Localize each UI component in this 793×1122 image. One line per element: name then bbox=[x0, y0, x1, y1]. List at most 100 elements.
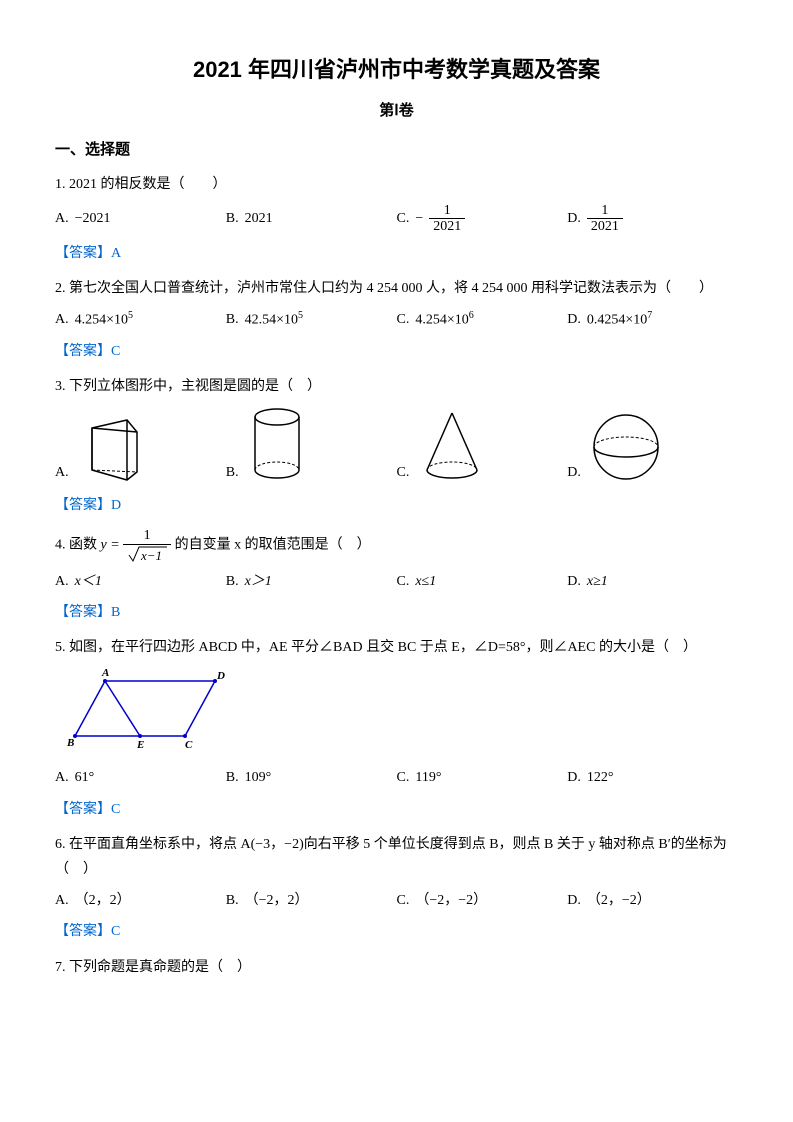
q2-option-a: A. 4.254×105 bbox=[55, 307, 226, 333]
option-label: A. bbox=[55, 460, 69, 485]
option-label: D. bbox=[567, 460, 581, 485]
q4-option-d: D. x≥1 bbox=[567, 569, 738, 594]
option-value: 2021 bbox=[245, 206, 273, 231]
q6-option-d: D. （2，−2） bbox=[567, 888, 738, 913]
option-value: x＞1 bbox=[245, 569, 272, 594]
option-value: −2021 bbox=[75, 206, 111, 231]
option-label: C. bbox=[397, 765, 410, 790]
option-value: x≤1 bbox=[415, 569, 436, 594]
q3-option-b: B. bbox=[226, 405, 397, 485]
q6-text: 6. 在平面直角坐标系中，将点 A(−3，−2)向右平移 5 个单位长度得到点 … bbox=[55, 832, 738, 882]
option-value: 119° bbox=[415, 765, 441, 790]
q6-option-a: A. （2，2） bbox=[55, 888, 226, 913]
q1-options: A. −2021 B. 2021 C. − 1 2021 D. 1 2021 bbox=[55, 203, 738, 235]
option-label: A. bbox=[55, 888, 69, 913]
q6-answer: 【答案】C bbox=[55, 919, 738, 944]
label-e: E bbox=[136, 739, 144, 751]
section-header: 一、选择题 bbox=[55, 137, 738, 164]
label-a: A bbox=[101, 667, 109, 679]
numerator: 1 bbox=[429, 203, 465, 219]
denominator: 2021 bbox=[587, 219, 623, 234]
q2-options: A. 4.254×105 B. 42.54×105 C. 4.254×106 D… bbox=[55, 307, 738, 333]
q4-option-a: A. x＜1 bbox=[55, 569, 226, 594]
q4-answer: 【答案】B bbox=[55, 600, 738, 625]
q3-answer: 【答案】D bbox=[55, 493, 738, 518]
option-label: B. bbox=[226, 307, 239, 332]
option-value: 0.4254×107 bbox=[587, 307, 652, 333]
q6-option-b: B. （−2，2） bbox=[226, 888, 397, 913]
option-value: x＜1 bbox=[75, 569, 102, 594]
option-label: D. bbox=[567, 307, 581, 332]
label-b: B bbox=[66, 737, 74, 749]
numerator: 1 bbox=[587, 203, 623, 219]
option-label: A. bbox=[55, 206, 69, 231]
numerator: 1 bbox=[123, 528, 171, 544]
option-value: 4.254×106 bbox=[415, 307, 473, 333]
option-prefix: − bbox=[415, 206, 423, 231]
option-label: B. bbox=[226, 765, 239, 790]
option-label: B. bbox=[226, 569, 239, 594]
cylinder-icon bbox=[247, 405, 307, 485]
q5-figure: A D B E C bbox=[55, 666, 738, 765]
q5-answer: 【答案】C bbox=[55, 797, 738, 822]
q2-answer: 【答案】C bbox=[55, 339, 738, 364]
q5-option-b: B. 109° bbox=[226, 765, 397, 790]
option-label: B. bbox=[226, 888, 239, 913]
q5-option-c: C. 119° bbox=[397, 765, 568, 790]
q1-option-a: A. −2021 bbox=[55, 206, 226, 231]
prism-icon bbox=[77, 410, 147, 485]
option-label: B. bbox=[226, 206, 239, 231]
q4-option-c: C. x≤1 bbox=[397, 569, 568, 594]
cone-icon bbox=[417, 405, 487, 485]
option-value: （2，2） bbox=[75, 888, 131, 913]
option-value: 42.54×105 bbox=[245, 307, 303, 333]
q2-text: 2. 第七次全国人口普查统计，泸州市常住人口约为 4 254 000 人，将 4… bbox=[55, 276, 738, 301]
option-label: C. bbox=[397, 888, 410, 913]
q5-option-d: D. 122° bbox=[567, 765, 738, 790]
denominator: x−1 bbox=[123, 545, 171, 563]
option-label: A. bbox=[55, 307, 69, 332]
sqrt-icon: x−1 bbox=[127, 545, 167, 563]
option-value: （−2，2） bbox=[245, 888, 309, 913]
q1-option-d: D. 1 2021 bbox=[567, 203, 738, 235]
q3-shapes: A. B. C. D. bbox=[55, 405, 738, 485]
q4-options: A. x＜1 B. x＞1 C. x≤1 D. x≥1 bbox=[55, 569, 738, 594]
option-label: D. bbox=[567, 206, 581, 231]
q2-option-c: C. 4.254×106 bbox=[397, 307, 568, 333]
q5-option-a: A. 61° bbox=[55, 765, 226, 790]
q3-option-a: A. bbox=[55, 410, 226, 485]
q4-option-b: B. x＞1 bbox=[226, 569, 397, 594]
q3-option-d: D. bbox=[567, 410, 738, 485]
option-label: C. bbox=[397, 569, 410, 594]
q2-option-b: B. 42.54×105 bbox=[226, 307, 397, 333]
option-value: x≥1 bbox=[587, 569, 608, 594]
option-value: 109° bbox=[245, 765, 272, 790]
q5-options: A. 61° B. 109° C. 119° D. 122° bbox=[55, 765, 738, 790]
q6-options: A. （2，2） B. （−2，2） C. （−2，−2） D. （2，−2） bbox=[55, 888, 738, 913]
q5-text: 5. 如图，在平行四边形 ABCD 中，AE 平分∠BAD 且交 BC 于点 E… bbox=[55, 635, 738, 660]
page-title: 2021 年四川省泸州市中考数学真题及答案 bbox=[55, 50, 738, 90]
option-label: D. bbox=[567, 888, 581, 913]
denominator: 2021 bbox=[429, 219, 465, 234]
q4-suffix: 的自变量 x 的取值范围是（ ） bbox=[175, 538, 371, 553]
label-c: C bbox=[185, 739, 193, 751]
svg-text:x−1: x−1 bbox=[140, 548, 162, 563]
option-label: A. bbox=[55, 569, 69, 594]
option-label: D. bbox=[567, 569, 581, 594]
fraction: 1 x−1 bbox=[123, 528, 171, 562]
q4-prefix: 4. 函数 bbox=[55, 538, 101, 553]
option-value: 4.254×105 bbox=[75, 307, 133, 333]
sphere-icon bbox=[589, 410, 664, 485]
q1-option-b: B. 2021 bbox=[226, 206, 397, 231]
option-label: A. bbox=[55, 765, 69, 790]
q4-var: y = bbox=[101, 538, 124, 553]
q4-text: 4. 函数 y = 1 x−1 的自变量 x 的取值范围是（ ） bbox=[55, 528, 738, 562]
parallelogram-icon: A D B E C bbox=[55, 666, 255, 756]
option-value: （2，−2） bbox=[587, 888, 651, 913]
option-label: C. bbox=[397, 307, 410, 332]
q3-text: 3. 下列立体图形中，主视图是圆的是（ ） bbox=[55, 374, 738, 399]
option-value: （−2，−2） bbox=[415, 888, 487, 913]
q3-option-c: C. bbox=[397, 405, 568, 485]
q6-option-c: C. （−2，−2） bbox=[397, 888, 568, 913]
q1-text: 1. 2021 的相反数是（ ） bbox=[55, 172, 738, 197]
